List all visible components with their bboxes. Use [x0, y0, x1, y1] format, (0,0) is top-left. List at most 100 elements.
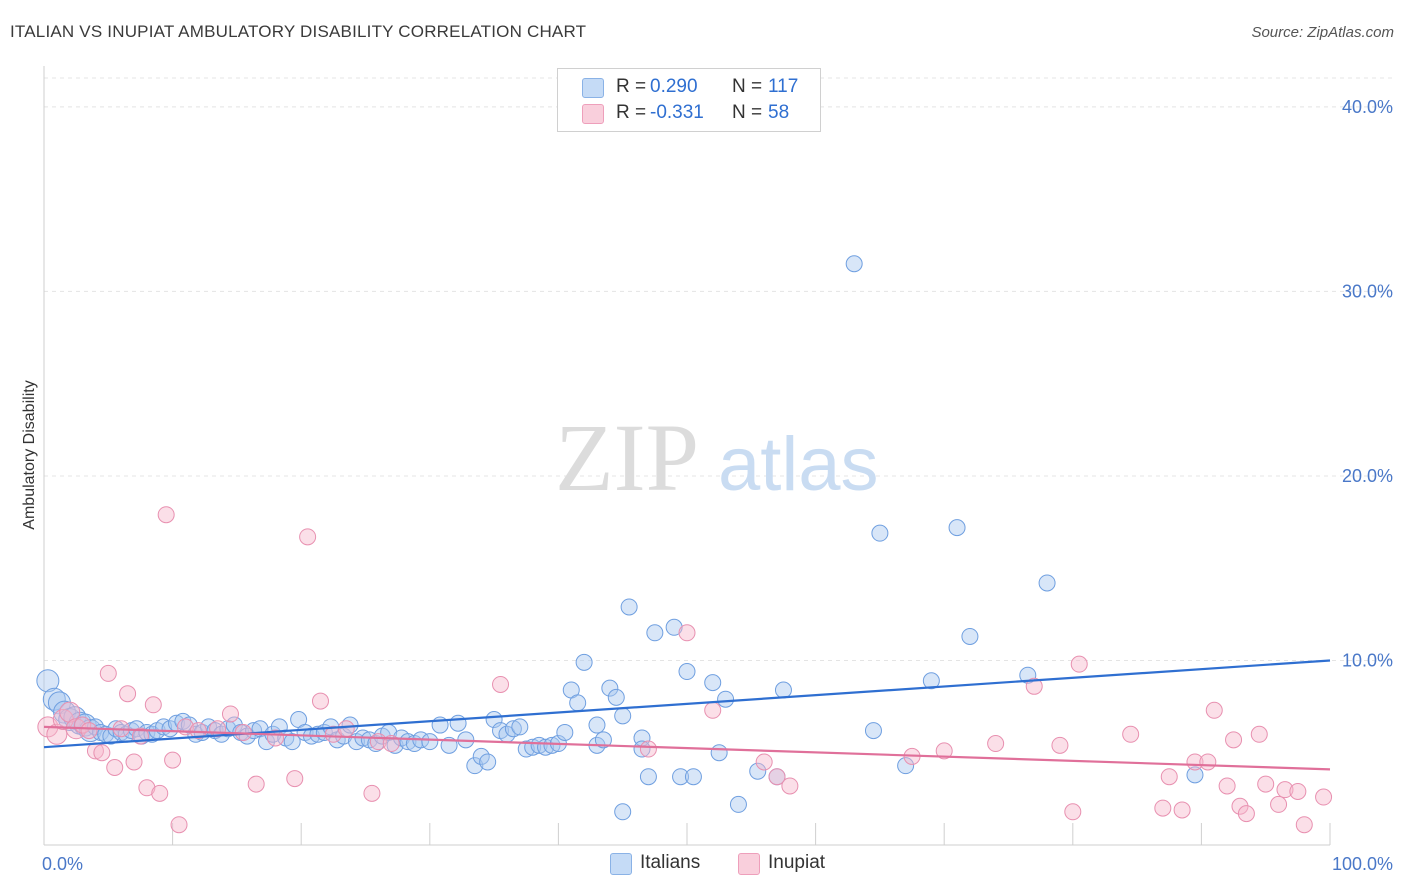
y-tick-label: 40.0%: [1342, 97, 1393, 117]
y-tick-label: 20.0%: [1342, 466, 1393, 486]
data-point-inupiat: [324, 725, 342, 743]
data-point-inupiat: [363, 784, 381, 802]
data-point-italians: [614, 707, 632, 725]
data-point-inupiat: [1315, 788, 1333, 806]
data-point-inupiat: [144, 696, 162, 714]
data-point-inupiat: [1270, 795, 1288, 813]
data-point-italians: [399, 733, 417, 751]
trend-lines: [43, 659, 1331, 771]
data-point-inupiat: [1205, 701, 1223, 719]
data-point-italians: [1186, 766, 1204, 784]
data-point-inupiat: [299, 528, 317, 546]
data-point-inupiat: [1025, 677, 1043, 695]
grid-lines: [44, 77, 1392, 661]
trend-line-inupiat: [43, 725, 1331, 771]
legend-r-label: R =: [616, 76, 647, 97]
data-point-italians: [283, 733, 301, 751]
y-axis-label: Ambulatory Disability: [21, 380, 38, 529]
data-point-italians: [511, 718, 529, 736]
data-point-inupiat: [221, 705, 239, 723]
x-tick-label: 100.0%: [1332, 854, 1393, 874]
data-point-italians: [588, 716, 606, 734]
data-point-inupiat: [151, 784, 169, 802]
data-point-inupiat: [1276, 781, 1294, 799]
data-point-italians: [672, 768, 690, 786]
data-point-italians: [948, 519, 966, 537]
data-point-italians: [845, 255, 863, 273]
legend-n-label: N =: [732, 102, 763, 123]
y-tick-labels: 10.0% 20.0% 30.0% 40.0%: [1342, 97, 1393, 671]
watermark-atlas: atlas: [718, 422, 879, 507]
legend-r-value: 0.290: [650, 76, 698, 97]
legend-n-label: N =: [732, 76, 763, 97]
data-point-italians: [479, 753, 497, 771]
chart-title: ITALIAN VS INUPIAT AMBULATORY DISABILITY…: [10, 22, 587, 41]
data-point-italians: [594, 731, 612, 749]
bottom-legend-swatch-italians: [610, 853, 632, 875]
data-point-italians: [633, 740, 651, 758]
data-point-inupiat: [286, 770, 304, 788]
data-point-italians: [704, 674, 722, 692]
data-point-italians: [684, 768, 702, 786]
bottom-legend-label-inupiat: Inupiat: [768, 852, 826, 873]
legend-n-value: 117: [768, 76, 799, 97]
data-point-italians: [710, 744, 728, 762]
data-point-italians: [1038, 574, 1056, 592]
legend-n-value: 58: [768, 102, 790, 123]
data-point-inupiat: [1122, 725, 1140, 743]
bottom-legend-swatch-inupiat: [738, 853, 760, 875]
data-point-inupiat: [1173, 801, 1191, 819]
data-point-italians: [556, 723, 574, 741]
legend-swatch-inupiat: [582, 104, 604, 124]
data-point-italians: [614, 803, 632, 821]
chart-source: Source: ZipAtlas.com: [1251, 24, 1394, 41]
data-point-inupiat: [1199, 753, 1217, 771]
data-point-inupiat: [247, 775, 265, 793]
data-point-italians: [601, 679, 619, 697]
data-point-italians: [961, 627, 979, 645]
bottom-legend-label-italians: Italians: [640, 852, 701, 873]
data-point-italians: [309, 725, 327, 743]
data-point-italians: [864, 722, 882, 740]
data-point-inupiat: [987, 735, 1005, 753]
data-point-inupiat: [1218, 777, 1236, 795]
data-point-inupiat: [678, 624, 696, 642]
data-point-italians: [466, 757, 484, 775]
data-point-italians: [449, 714, 467, 732]
data-point-inupiat: [99, 664, 117, 682]
data-point-inupiat: [170, 816, 188, 834]
series-inupiat: [37, 506, 1333, 834]
data-point-inupiat: [138, 779, 156, 797]
data-point-inupiat: [164, 751, 182, 769]
legend-swatch-italians: [582, 78, 604, 98]
data-point-inupiat: [189, 722, 207, 740]
data-point-inupiat: [492, 675, 510, 693]
data-point-italians: [620, 598, 638, 616]
data-point-inupiat: [639, 740, 657, 758]
data-point-inupiat: [1257, 775, 1275, 793]
data-point-italians: [749, 762, 767, 780]
data-point-inupiat: [1289, 782, 1307, 800]
watermark: ZIP atlas: [555, 404, 879, 511]
data-point-inupiat: [1154, 799, 1172, 817]
data-point-inupiat: [1237, 805, 1255, 823]
axes: [43, 66, 1331, 846]
data-point-italians: [36, 669, 60, 693]
data-point-italians: [78, 719, 102, 743]
data-point-italians: [729, 795, 747, 813]
data-point-inupiat: [1295, 816, 1313, 834]
data-point-inupiat: [1051, 736, 1069, 754]
y-tick-label: 10.0%: [1342, 650, 1393, 670]
data-point-inupiat: [157, 506, 175, 524]
data-point-inupiat: [1225, 731, 1243, 749]
x-tick-label: 0.0%: [42, 854, 83, 874]
data-point-inupiat: [1250, 725, 1268, 743]
data-point-italians: [717, 690, 735, 708]
legend-r-value: -0.331: [650, 102, 704, 123]
data-point-italians: [922, 672, 940, 690]
data-point-inupiat: [781, 777, 799, 795]
data-point-italians: [639, 768, 657, 786]
data-point-inupiat: [755, 753, 773, 771]
data-point-inupiat: [93, 744, 111, 762]
